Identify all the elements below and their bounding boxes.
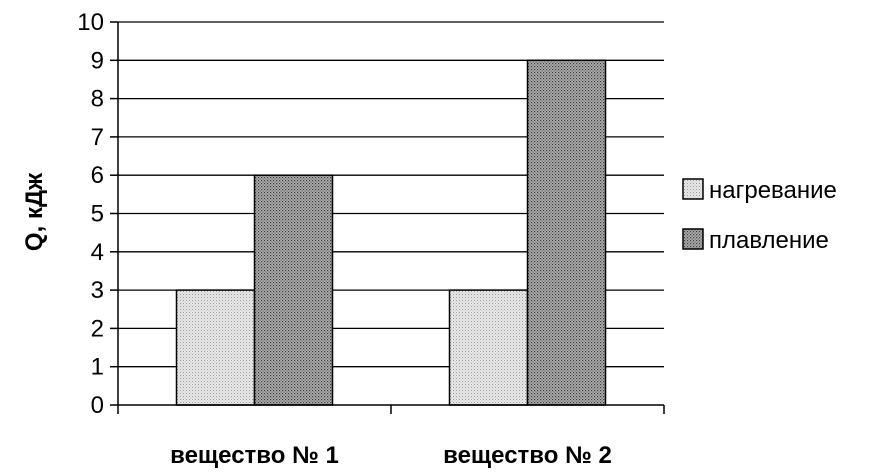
category-labels: вещество № 1 вещество № 2 xyxy=(170,442,612,469)
bar-heating-1 xyxy=(175,289,256,406)
y-tick-label: 4 xyxy=(91,239,104,266)
bar-melting-2 xyxy=(526,59,607,406)
legend-swatch-melting xyxy=(682,228,704,250)
y-tick-label: 7 xyxy=(91,124,104,151)
y-tick-label: 8 xyxy=(91,86,104,113)
y-tick-label: 2 xyxy=(91,315,104,342)
y-tick-label: 6 xyxy=(91,162,104,189)
bar-melting-1 xyxy=(253,174,334,406)
y-axis-label: Q, кДж xyxy=(21,172,48,251)
y-tick-label: 3 xyxy=(91,277,104,304)
y-tick-label: 9 xyxy=(91,47,104,74)
bars xyxy=(175,59,607,406)
y-tick-label: 1 xyxy=(91,354,104,381)
y-tick-labels: 0 1 2 3 4 5 6 7 8 9 10 xyxy=(77,9,104,419)
y-tick-label: 5 xyxy=(91,201,104,228)
legend: нагревание плавление xyxy=(674,164,894,282)
category-label: вещество № 2 xyxy=(443,442,612,469)
category-label: вещество № 1 xyxy=(170,442,339,469)
bar-heating-2 xyxy=(448,289,529,406)
legend-box xyxy=(674,164,894,282)
legend-label-melting: плавление xyxy=(709,227,829,254)
legend-label-heating: нагревание xyxy=(709,177,837,204)
y-tick-label: 0 xyxy=(91,392,104,419)
axes xyxy=(110,21,665,414)
legend-swatch-heating xyxy=(682,178,704,200)
y-tick-label: 10 xyxy=(77,9,104,36)
